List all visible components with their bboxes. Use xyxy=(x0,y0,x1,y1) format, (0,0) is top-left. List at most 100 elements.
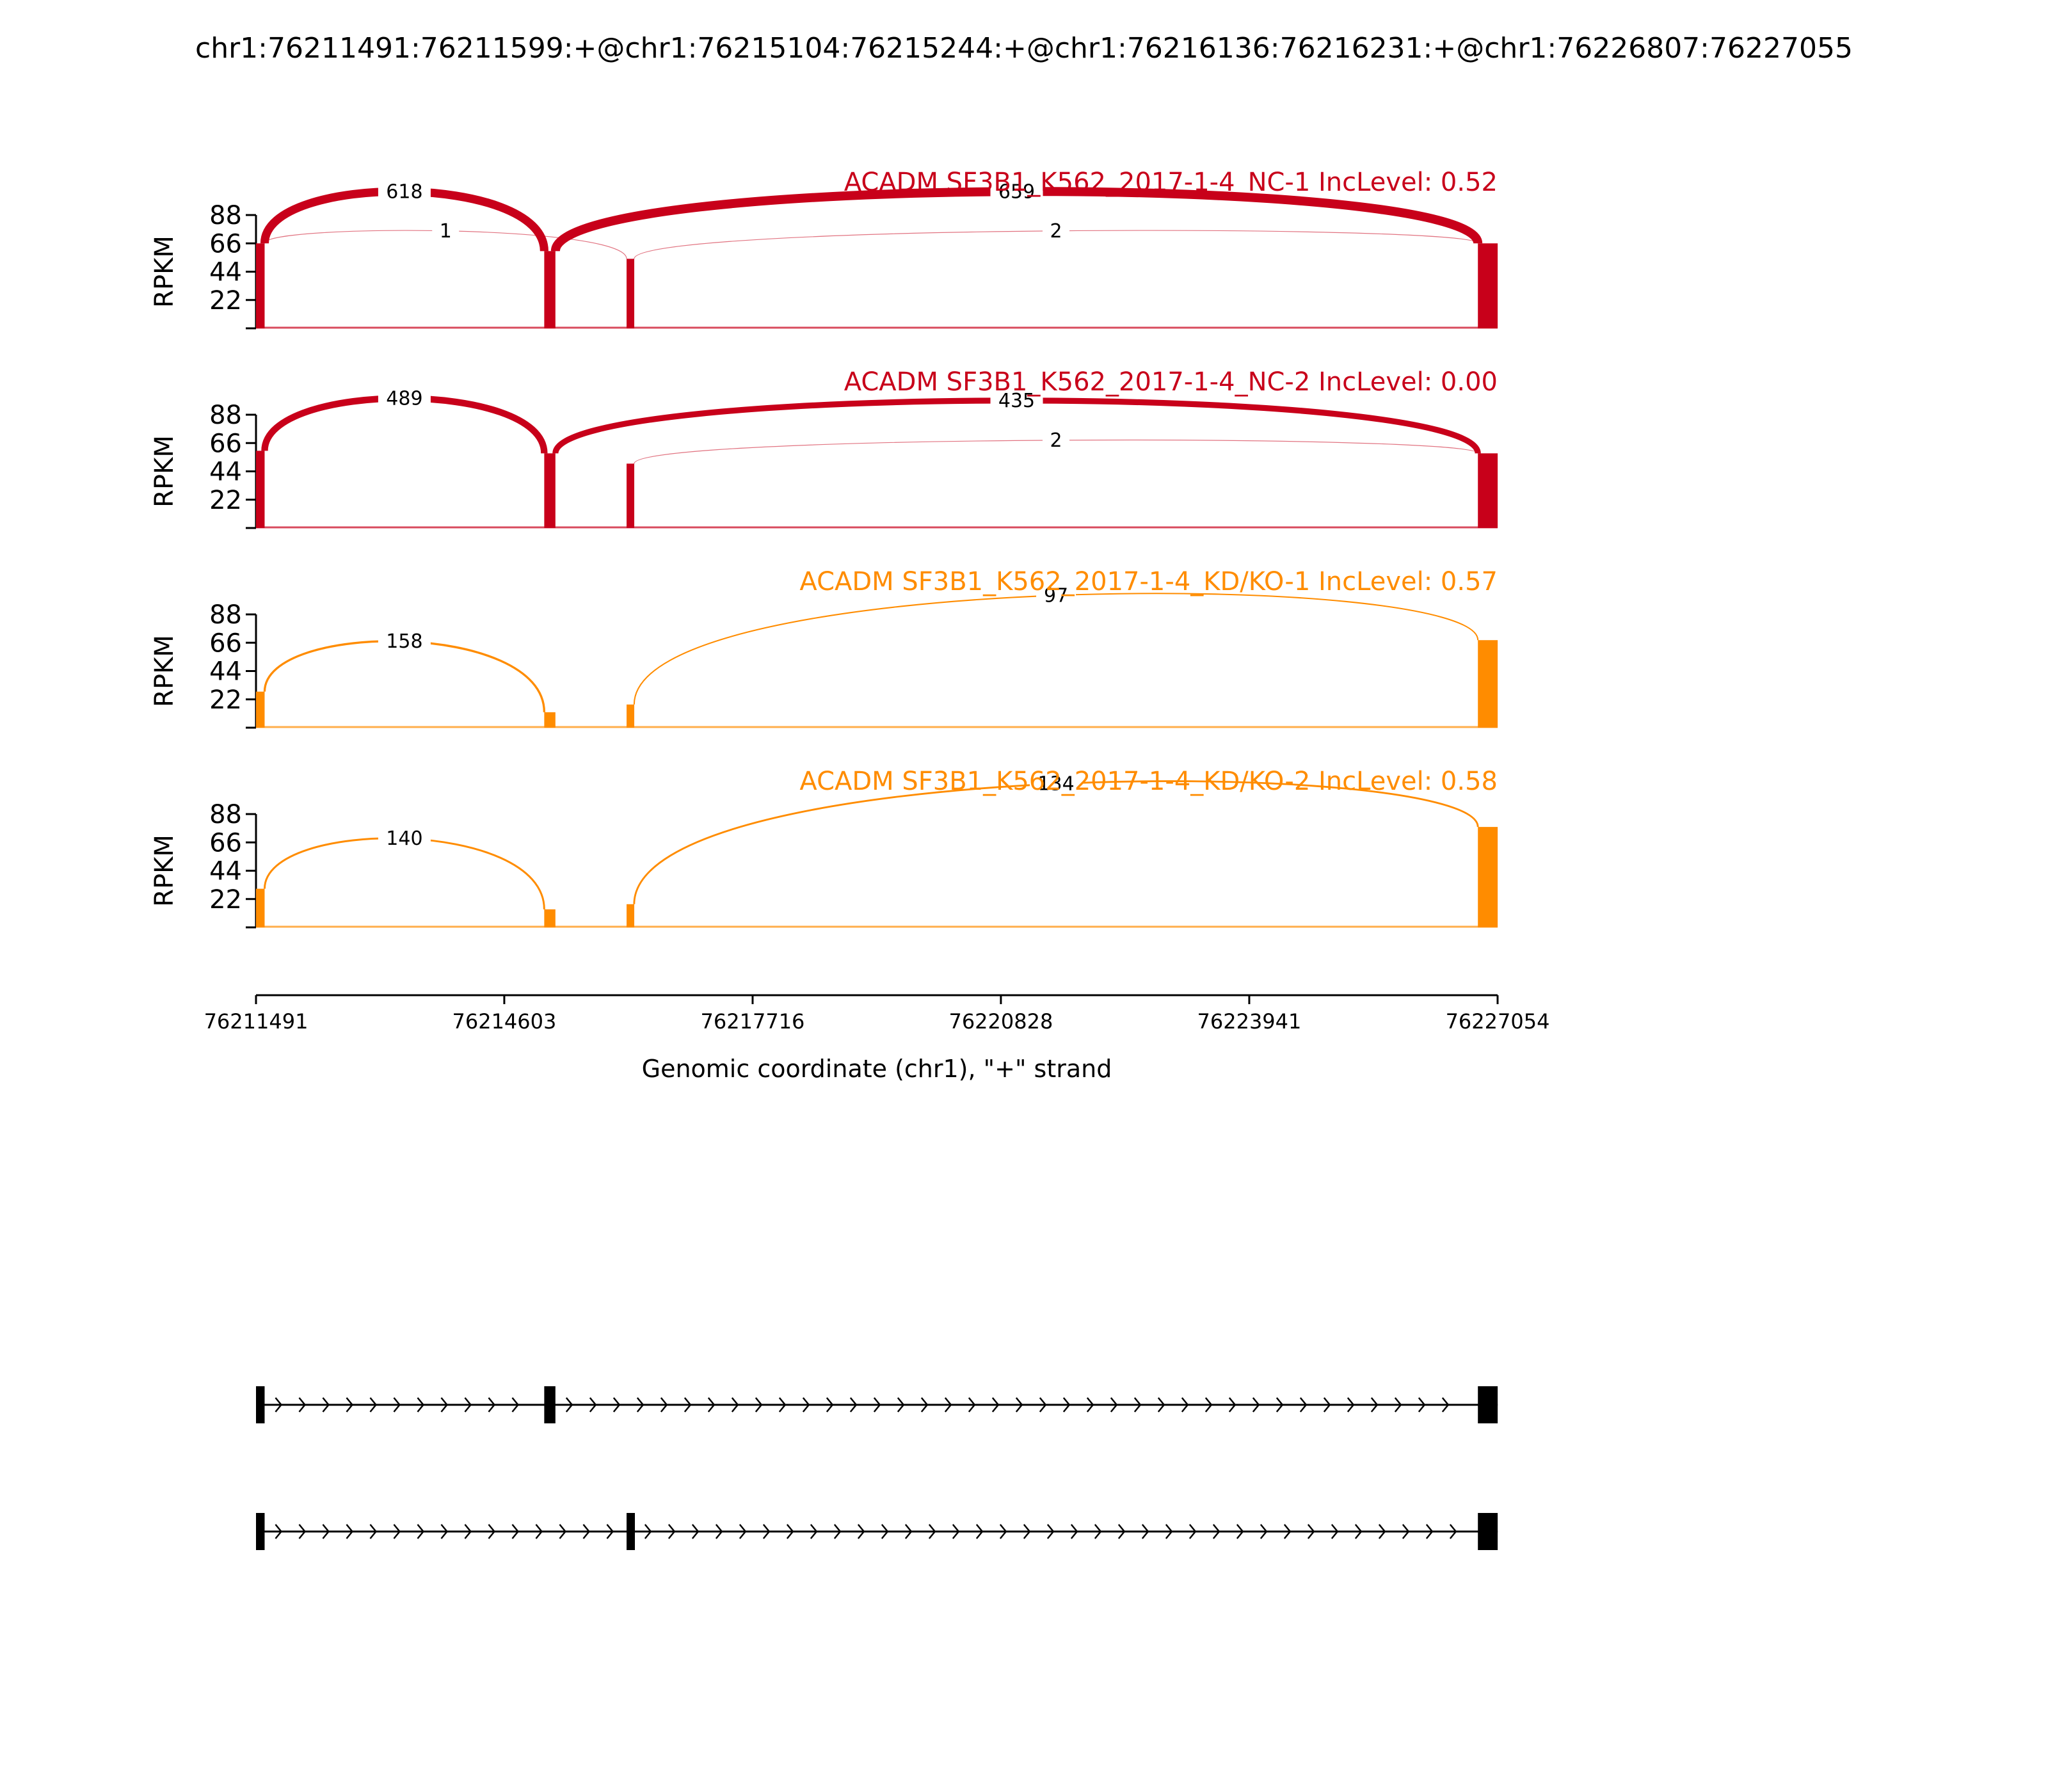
junction-count: 659 xyxy=(998,180,1035,203)
sample-label: ACADM SF3B1_K562_2017-1-4_NC-1 IncLevel:… xyxy=(844,168,1498,197)
y-tick-label: 22 xyxy=(209,685,242,715)
strand-arrow xyxy=(535,1524,543,1539)
strand-arrow xyxy=(1378,1524,1386,1539)
strand-arrow xyxy=(346,1524,354,1539)
coverage-bar xyxy=(627,904,635,927)
junction-label-box xyxy=(990,387,1043,411)
strand-arrow xyxy=(393,1524,401,1539)
strand-arrow xyxy=(849,1397,858,1412)
coverage-bar xyxy=(1478,453,1498,528)
exon-block xyxy=(1478,1513,1498,1550)
exon-block xyxy=(1478,1386,1498,1423)
strand-arrow xyxy=(904,1524,913,1539)
y-tick-label: 66 xyxy=(209,828,242,858)
strand-arrow xyxy=(1094,1524,1102,1539)
strand-arrow xyxy=(440,1524,449,1539)
y-tick-label: 66 xyxy=(209,429,242,458)
sample-label: ACADM SF3B1_K562_2017-1-4_KD/KO-1 IncLev… xyxy=(799,567,1498,596)
strand-arrow xyxy=(511,1397,520,1412)
strand-arrow xyxy=(952,1524,960,1539)
strand-arrow xyxy=(660,1397,668,1412)
y-tick-label: 88 xyxy=(209,600,242,630)
strand-arrow xyxy=(1015,1397,1023,1412)
strand-arrow xyxy=(298,1397,307,1412)
strand-arrow xyxy=(707,1397,716,1412)
strand-arrow xyxy=(1023,1524,1031,1539)
strand-arrow xyxy=(417,1524,425,1539)
strand-arrow xyxy=(393,1397,401,1412)
strand-arrow xyxy=(1425,1524,1434,1539)
strand-arrow xyxy=(999,1524,1007,1539)
y-axis-label: RPKM xyxy=(150,236,179,308)
transcript-2 xyxy=(256,1513,1498,1550)
strand-arrow xyxy=(275,1524,283,1539)
strand-arrow xyxy=(1354,1524,1363,1539)
y-tick-label: 44 xyxy=(209,657,242,687)
strand-arrow xyxy=(762,1524,771,1539)
strand-arrow xyxy=(991,1397,1000,1412)
x-tick-label: 76223941 xyxy=(1197,1009,1302,1034)
x-tick-label: 76214603 xyxy=(452,1009,556,1034)
junction-count: 1 xyxy=(440,220,452,243)
strand-arrow xyxy=(691,1524,700,1539)
strand-arrow xyxy=(968,1397,976,1412)
strand-arrow xyxy=(606,1524,614,1539)
strand-arrow xyxy=(881,1524,889,1539)
strand-arrow xyxy=(1212,1524,1220,1539)
junction-label-box xyxy=(378,826,431,849)
y-axis-label: RPKM xyxy=(150,435,179,508)
strand-arrow xyxy=(511,1524,520,1539)
strand-arrow xyxy=(1441,1397,1450,1412)
strand-arrow xyxy=(1039,1397,1047,1412)
x-axis-label: Genomic coordinate (chr1), "+" strand xyxy=(642,1055,1112,1083)
strand-arrow xyxy=(1283,1524,1292,1539)
strand-arrow xyxy=(1370,1397,1379,1412)
strand-arrow xyxy=(1188,1524,1197,1539)
strand-arrow xyxy=(1070,1524,1078,1539)
strand-arrow xyxy=(440,1397,449,1412)
junction-arc xyxy=(633,593,1479,705)
coverage-bar xyxy=(544,453,556,528)
strand-arrow xyxy=(298,1524,307,1539)
junction-label-box xyxy=(1043,218,1070,241)
y-tick-label: 66 xyxy=(209,229,242,259)
strand-arrow xyxy=(346,1397,354,1412)
strand-arrow xyxy=(1307,1524,1315,1539)
junction-count: 134 xyxy=(1037,773,1074,796)
coverage-bar xyxy=(544,251,556,328)
exon-block xyxy=(544,1386,556,1423)
coverage-bar xyxy=(1478,827,1498,927)
junction-arc xyxy=(633,780,1479,904)
strand-arrow xyxy=(1299,1397,1308,1412)
strand-arrow xyxy=(826,1397,834,1412)
strand-arrow xyxy=(920,1397,929,1412)
y-axis-label: RPKM xyxy=(150,635,179,707)
y-tick-label: 44 xyxy=(209,458,242,487)
coverage-bar xyxy=(627,463,635,528)
strand-arrow xyxy=(464,1397,472,1412)
junction-label-box xyxy=(1030,771,1083,794)
coverage-bar xyxy=(256,888,265,927)
junction-count: 2 xyxy=(1050,429,1062,452)
y-tick-label: 22 xyxy=(209,286,242,316)
strand-arrow xyxy=(417,1397,425,1412)
strand-arrow xyxy=(322,1524,330,1539)
y-tick-label: 44 xyxy=(209,857,242,886)
strand-arrow xyxy=(1331,1524,1339,1539)
y-tick-label: 88 xyxy=(209,401,242,430)
strand-arrow xyxy=(873,1397,881,1412)
junction-label-box xyxy=(990,179,1043,202)
strand-arrow xyxy=(1252,1397,1260,1412)
strand-arrow xyxy=(1046,1524,1055,1539)
junction-count: 435 xyxy=(998,390,1035,412)
exon-block xyxy=(627,1513,636,1550)
y-tick-label: 44 xyxy=(209,258,242,287)
strand-arrow xyxy=(1418,1397,1426,1412)
strand-arrow xyxy=(810,1524,818,1539)
strand-arrow xyxy=(1133,1397,1142,1412)
x-tick-label: 76217716 xyxy=(701,1009,805,1034)
